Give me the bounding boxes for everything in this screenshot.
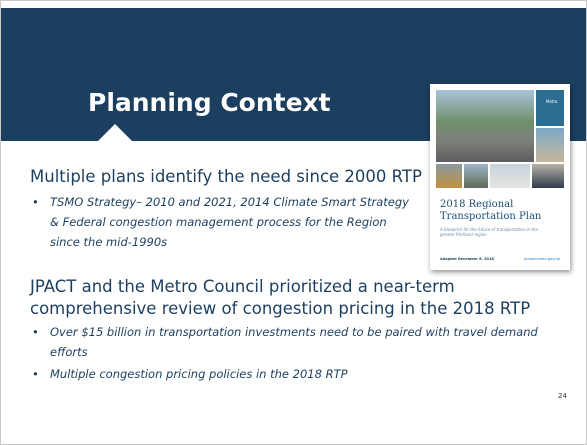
cover-photo (436, 164, 462, 188)
bullet: Multiple congestion pricing policies in … (30, 364, 570, 384)
cover-photo (532, 164, 564, 188)
report-cover: Metro 2018 Regional Transportation Plan … (430, 84, 570, 270)
section-heading: JPACT and the Metro Council prioritized … (30, 277, 531, 318)
bullet: Over $15 billion in transportation inves… (30, 322, 570, 362)
cover-date: Adopted December 6, 2018 (440, 257, 494, 261)
page-number: 24 (558, 392, 567, 400)
cover-title: 2018 Regional Transportation Plan (440, 199, 542, 222)
header-notch (98, 124, 132, 141)
cover-logo: Metro (546, 99, 558, 104)
cover-photo (436, 90, 534, 162)
slide-title: Planning Context (88, 88, 331, 117)
cover-logo-tile (536, 90, 564, 126)
section-heading: Multiple plans identify the need since 2… (30, 167, 422, 186)
cover-subtitle: A blueprint for the future of transporta… (440, 227, 538, 237)
cover-photo (490, 164, 530, 188)
cover-photo (536, 128, 564, 162)
bullet: TSMO Strategy– 2010 and 2021, 2014 Clima… (30, 192, 412, 252)
cover-url: oregonmetro.gov/rtp (524, 257, 561, 261)
cover-photo (464, 164, 488, 188)
